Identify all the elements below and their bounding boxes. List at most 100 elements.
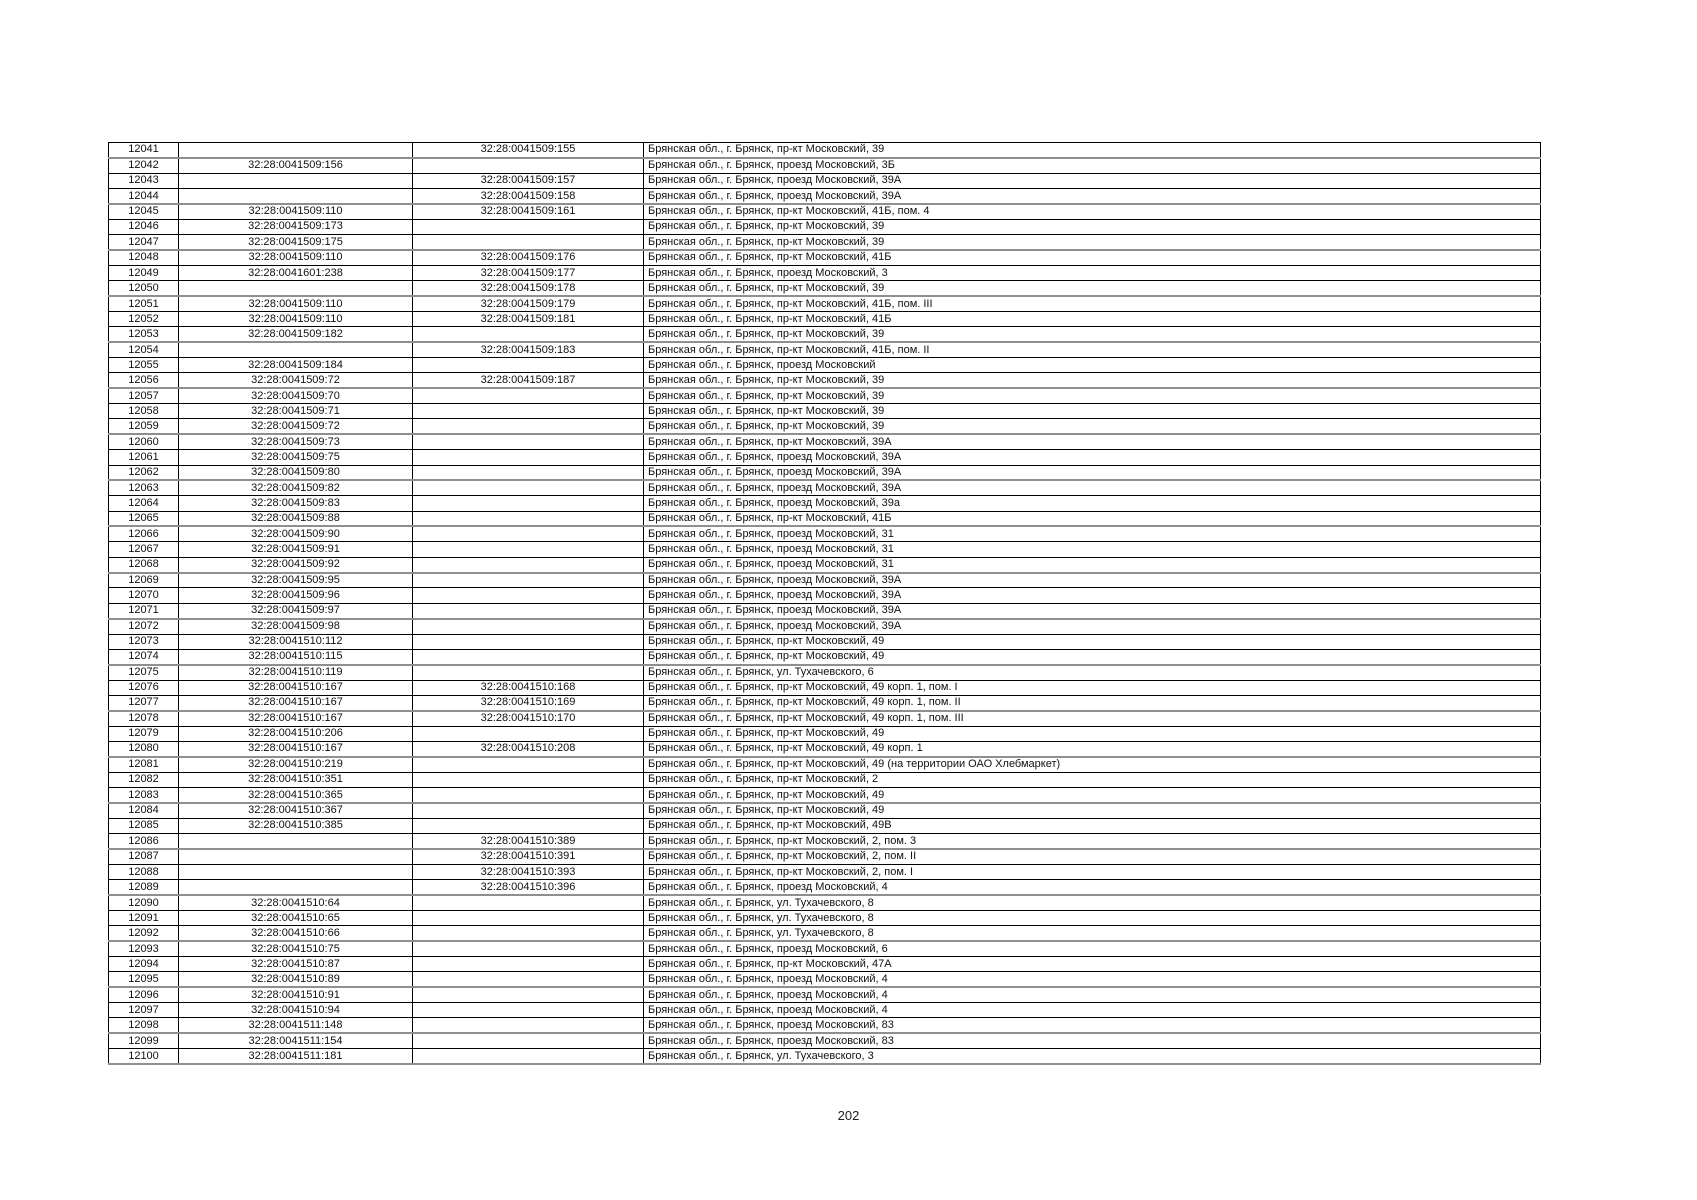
cadastral-number-1-cell: 32:28:0041510:112 [178, 634, 413, 650]
row-number-cell: 12057 [108, 388, 179, 404]
row-number-cell: 12099 [108, 1033, 179, 1049]
row-number-cell: 12044 [108, 188, 179, 204]
row-number-cell: 12097 [108, 1002, 179, 1018]
address-cell: Брянская обл., г. Брянск, пр-кт Московск… [643, 403, 1541, 419]
row-number-cell: 12082 [108, 772, 179, 788]
table-row: 12080 32:28:0041510:167 32:28:0041510:208 Б… [108, 741, 1541, 757]
row-number-cell: 12087 [108, 849, 179, 865]
address-cell: Брянская обл., г. Брянск, пр-кт Московск… [643, 818, 1541, 834]
cadastral-number-2-cell [412, 726, 644, 742]
cadastral-number-1-cell: 32:28:0041510:167 [178, 695, 413, 711]
address-cell: Брянская обл., г. Брянск, пр-кт Московск… [643, 326, 1541, 343]
cadastral-number-1-cell [178, 142, 413, 158]
cadastral-number-2-cell [412, 434, 644, 450]
row-number-cell: 12081 [108, 756, 179, 773]
table-row: 12053 32:28:0041509:182 Брянская обл., г. … [108, 326, 1541, 343]
table-row: 12081 32:28:0041510:219 Брянская обл., г. … [108, 756, 1541, 773]
cadastral-records-table: 12041 32:28:0041509:155 Брянская обл., г. … [108, 142, 1541, 1066]
cadastral-number-2-cell [412, 1017, 644, 1034]
cadastral-number-2-cell [412, 557, 644, 573]
address-cell: Брянская обл., г. Брянск, пр-кт Московск… [643, 203, 1541, 220]
cadastral-number-1-cell: 32:28:0041509:110 [178, 250, 413, 266]
cadastral-number-1-cell: 32:28:0041509:110 [178, 203, 413, 220]
address-cell: Брянская обл., г. Брянск, пр-кт Московск… [643, 296, 1541, 312]
address-cell: Брянская обл., г. Брянск, пр-кт Московск… [643, 787, 1541, 803]
address-cell: Брянская обл., г. Брянск, проезд Московс… [643, 603, 1541, 619]
cadastral-number-2-cell [412, 664, 644, 681]
cadastral-number-2-cell: 32:28:0041510:169 [412, 695, 644, 711]
cadastral-number-2-cell [412, 465, 644, 481]
table-row: 12085 32:28:0041510:385 Брянская обл., г. … [108, 818, 1541, 834]
row-number-cell: 12075 [108, 664, 179, 681]
cadastral-number-1-cell: 32:28:0041509:156 [178, 157, 413, 174]
row-number-cell: 12066 [108, 526, 179, 542]
row-number-cell: 12061 [108, 449, 179, 466]
table-row: 12050 32:28:0041509:178 Брянская обл., г. … [108, 280, 1541, 297]
row-number-cell: 12074 [108, 649, 179, 665]
cadastral-number-1-cell: 32:28:0041509:110 [178, 311, 413, 327]
address-cell: Брянская обл., г. Брянск, пр-кт Московск… [643, 741, 1541, 757]
cadastral-number-1-cell: 32:28:0041509:97 [178, 603, 413, 619]
row-number-cell: 12062 [108, 465, 179, 481]
cadastral-number-2-cell [412, 157, 644, 174]
cadastral-number-2-cell [412, 541, 644, 558]
cadastral-number-2-cell [412, 418, 644, 435]
table-row: 12084 32:28:0041510:367 Брянская обл., г. … [108, 802, 1541, 819]
table-row: 12083 32:28:0041510:365 Брянская обл., г. … [108, 787, 1541, 803]
address-cell: Брянская обл., г. Брянск, пр-кт Московск… [643, 280, 1541, 297]
row-number-cell: 12064 [108, 495, 179, 512]
cadastral-number-2-cell [412, 987, 644, 1003]
address-cell: Брянская обл., г. Брянск, проезд Московс… [643, 465, 1541, 481]
cadastral-number-1-cell: 32:28:0041509:91 [178, 541, 413, 558]
address-cell: Брянская обл., г. Брянск, ул. Тухачевско… [643, 1048, 1541, 1065]
table-row: 12087 32:28:0041510:391 Брянская обл., г. … [108, 849, 1541, 865]
cadastral-number-2-cell [412, 526, 644, 542]
address-cell: Брянская обл., г. Брянск, проезд Московс… [643, 265, 1541, 281]
table-row: 12043 32:28:0041509:157 Брянская обл., г. … [108, 173, 1541, 189]
cadastral-number-1-cell: 32:28:0041509:72 [178, 418, 413, 435]
address-cell: Брянская обл., г. Брянск, проезд Московс… [643, 449, 1541, 466]
address-cell: Брянская обл., г. Брянск, проезд Московс… [643, 1002, 1541, 1018]
address-cell: Брянская обл., г. Брянск, пр-кт Московск… [643, 219, 1541, 235]
address-cell: Брянская обл., г. Брянск, проезд Московс… [643, 587, 1541, 604]
cadastral-number-2-cell [412, 357, 644, 373]
address-cell: Брянская обл., г. Брянск, ул. Тухачевско… [643, 925, 1541, 942]
table-row: 12070 32:28:0041509:96 Брянская обл., г. Б… [108, 587, 1541, 604]
cadastral-number-2-cell [412, 941, 644, 957]
address-cell: Брянская обл., г. Брянск, проезд Московс… [643, 987, 1541, 1003]
cadastral-number-1-cell: 32:28:0041510:119 [178, 664, 413, 681]
cadastral-number-2-cell [412, 925, 644, 942]
table-row: 12061 32:28:0041509:75 Брянская обл., г. Б… [108, 449, 1541, 466]
cadastral-number-1-cell: 32:28:0041510:367 [178, 802, 413, 819]
row-number-cell: 12086 [108, 833, 179, 850]
row-number-cell: 12069 [108, 572, 179, 588]
table-row: 12060 32:28:0041509:73 Брянская обл., г. Б… [108, 434, 1541, 450]
row-number-cell: 12089 [108, 879, 179, 896]
cadastral-number-2-cell: 32:28:0041510:168 [412, 680, 644, 696]
cadastral-number-2-cell [412, 895, 644, 911]
table-row: 12046 32:28:0041509:173 Брянская обл., г. … [108, 219, 1541, 235]
cadastral-number-1-cell: 32:28:0041510:65 [178, 910, 413, 926]
cadastral-number-1-cell: 32:28:0041509:182 [178, 326, 413, 343]
address-cell: Брянская обл., г. Брянск, пр-кт Московск… [643, 311, 1541, 327]
cadastral-number-2-cell [412, 956, 644, 972]
table-row: 12042 32:28:0041509:156 Брянская обл., г. … [108, 157, 1541, 174]
cadastral-number-2-cell [412, 756, 644, 773]
cadastral-number-1-cell: 32:28:0041509:98 [178, 618, 413, 634]
cadastral-number-1-cell: 32:28:0041601:238 [178, 265, 413, 281]
address-cell: Брянская обл., г. Брянск, пр-кт Московск… [643, 695, 1541, 711]
cadastral-number-1-cell: 32:28:0041510:64 [178, 895, 413, 911]
cadastral-number-1-cell: 32:28:0041510:115 [178, 649, 413, 665]
address-cell: Брянская обл., г. Брянск, пр-кт Московск… [643, 434, 1541, 450]
row-number-cell: 12070 [108, 587, 179, 604]
row-number-cell: 12079 [108, 726, 179, 742]
cadastral-number-2-cell: 32:28:0041510:208 [412, 741, 644, 757]
cadastral-number-1-cell: 32:28:0041509:92 [178, 557, 413, 573]
address-cell: Брянская обл., г. Брянск, пр-кт Московск… [643, 802, 1541, 819]
cadastral-number-1-cell: 32:28:0041509:70 [178, 388, 413, 404]
address-cell: Брянская обл., г. Брянск, проезд Московс… [643, 879, 1541, 896]
cadastral-number-2-cell [412, 326, 644, 343]
cadastral-number-2-cell [412, 1002, 644, 1018]
row-number-cell: 12078 [108, 710, 179, 727]
row-number-cell: 12076 [108, 680, 179, 696]
